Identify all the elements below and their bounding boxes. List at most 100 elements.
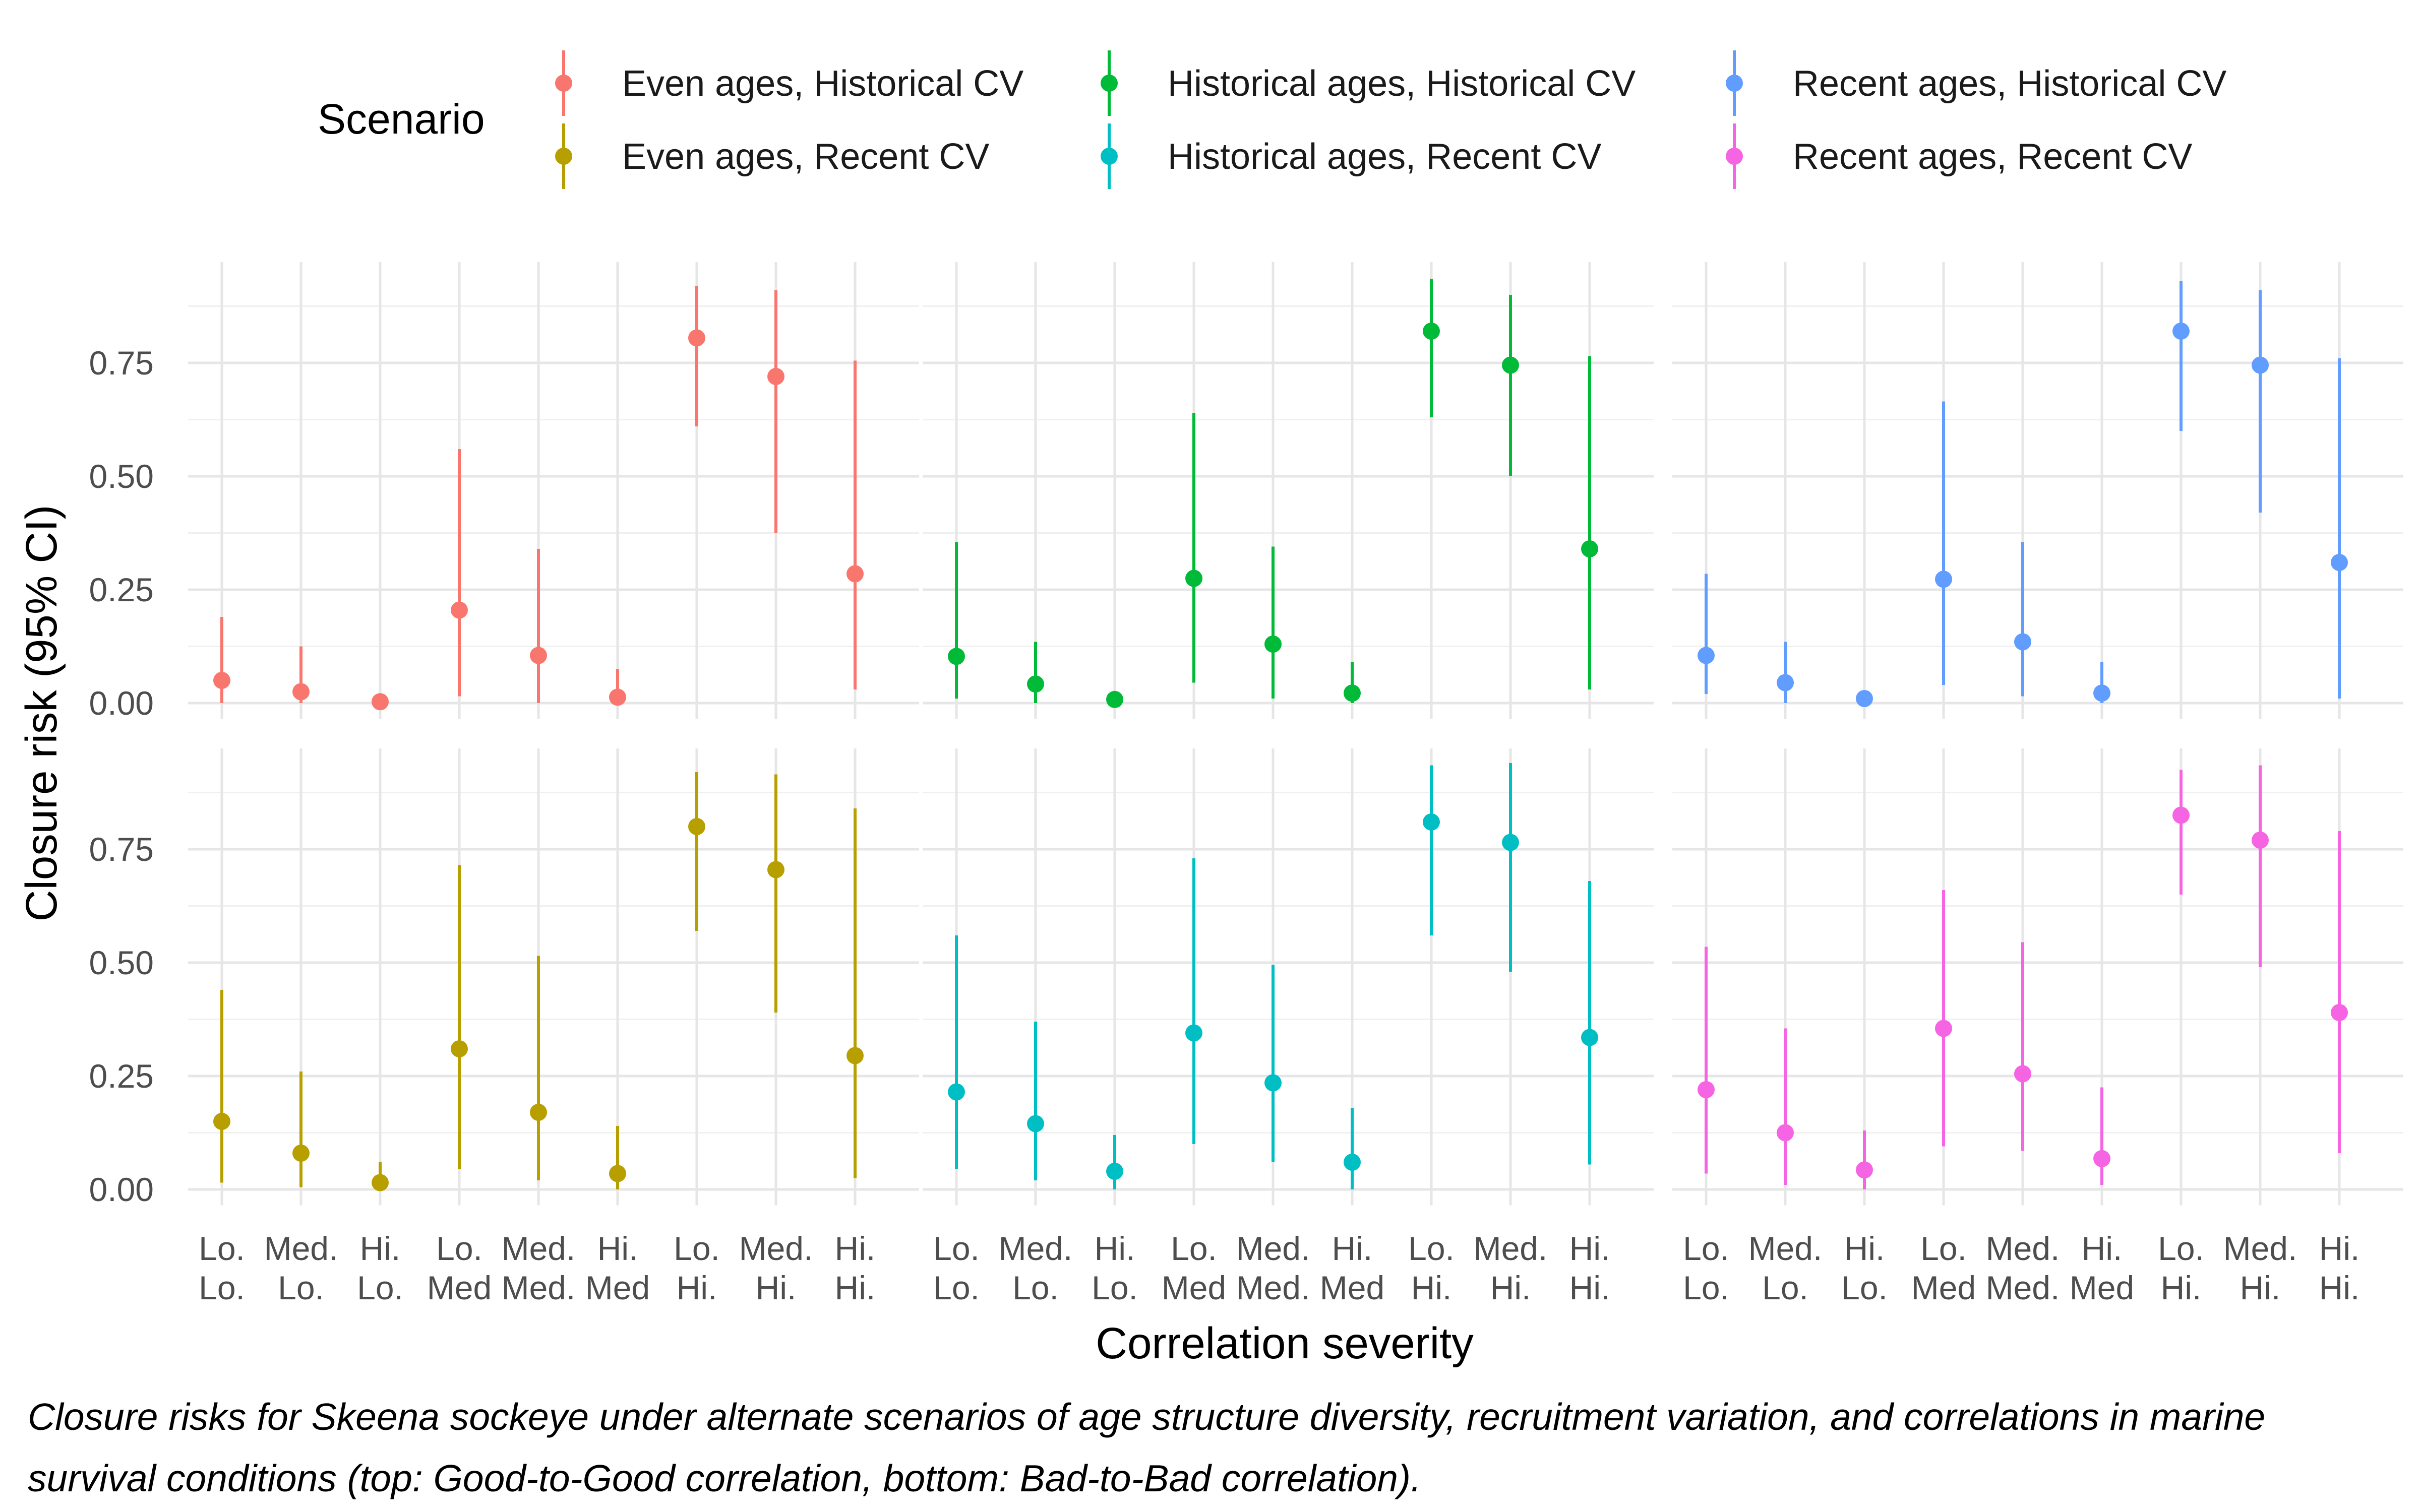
data-point (292, 683, 310, 701)
x-tick-label: Med. (264, 1230, 338, 1267)
legend-label: Recent ages, Historical CV (1793, 64, 2226, 104)
facet-panel (188, 748, 919, 1206)
data-point (948, 1083, 965, 1101)
legend-label: Even ages, Recent CV (622, 137, 989, 177)
x-tick-label: Lo. (199, 1230, 245, 1267)
x-axis-ticks: Lo.Lo.Med.Lo.Hi.Lo.Lo.MedMed.Med.Hi.MedL… (199, 1230, 2360, 1306)
data-point (767, 861, 784, 878)
data-point (1581, 540, 1598, 557)
y-tick-label: 0.00 (89, 684, 154, 722)
data-point (1185, 1024, 1202, 1042)
legend-key-point (1726, 148, 1743, 165)
x-tick-label: Lo. (357, 1269, 403, 1306)
data-point (1344, 684, 1361, 702)
data-point (1027, 675, 1044, 693)
data-point (2172, 806, 2190, 824)
x-tick-label: Hi. (1095, 1230, 1135, 1267)
data-point (1777, 1124, 1794, 1142)
x-tick-label: Med. (1474, 1230, 1548, 1267)
data-point (213, 1113, 230, 1130)
data-point (292, 1145, 310, 1162)
y-tick-label: 0.75 (89, 344, 154, 382)
data-point (1698, 1081, 1715, 1098)
legend-key-point (1101, 75, 1118, 92)
x-tick-label: Med (2070, 1269, 2134, 1306)
x-tick-label: Lo. (933, 1230, 980, 1267)
data-point (2172, 323, 2190, 340)
data-point (372, 1174, 389, 1191)
x-tick-label: Hi. (835, 1269, 876, 1306)
legend: Scenario Even ages, Historical CV Even ag… (318, 50, 2226, 189)
legend-label: Historical ages, Historical CV (1168, 64, 1636, 104)
x-tick-label: Hi. (360, 1230, 401, 1267)
data-point (451, 1040, 468, 1057)
data-point (1581, 1029, 1598, 1046)
data-point (372, 693, 389, 711)
x-tick-label: Hi. (2319, 1269, 2360, 1306)
data-point (451, 601, 468, 619)
data-point (846, 1047, 864, 1064)
y-tick-label: 0.75 (89, 831, 154, 868)
x-tick-label: Lo. (1171, 1230, 1217, 1267)
data-point (213, 672, 230, 689)
legend-key-point (1726, 75, 1743, 92)
data-point (1027, 1115, 1044, 1132)
data-point (2014, 1065, 2031, 1083)
x-tick-label: Lo. (1841, 1269, 1888, 1306)
data-point (948, 648, 965, 665)
y-tick-label: 0.50 (89, 944, 154, 981)
x-tick-label: Hi. (1332, 1230, 1373, 1267)
data-point (1423, 323, 1440, 340)
data-point (530, 647, 547, 664)
facet-panel (923, 262, 1654, 719)
x-tick-label: Med. (1236, 1269, 1310, 1306)
x-tick-label: Med. (1748, 1230, 1823, 1267)
data-point (1856, 690, 1873, 707)
x-tick-label: Lo. (1683, 1230, 1729, 1267)
data-point (767, 368, 784, 385)
data-point (1423, 813, 1440, 831)
data-point (2252, 832, 2269, 849)
legend-label: Historical ages, Recent CV (1168, 137, 1601, 177)
facet-panel (188, 262, 919, 719)
x-tick-label: Med. (1236, 1230, 1310, 1267)
x-tick-label: Med. (502, 1269, 576, 1306)
y-tick-label: 0.50 (89, 458, 154, 495)
x-tick-label: Lo. (2158, 1230, 2204, 1267)
x-tick-label: Med (1162, 1269, 1226, 1306)
data-point (1264, 1074, 1282, 1092)
x-tick-label: Med. (502, 1230, 576, 1267)
x-tick-label: Med. (739, 1230, 813, 1267)
x-tick-label: Hi. (756, 1269, 797, 1306)
x-tick-label: Hi. (1411, 1269, 1452, 1306)
x-tick-label: Lo. (1683, 1269, 1729, 1306)
legend-title: Scenario (318, 95, 485, 143)
facet-panel (1672, 748, 2403, 1206)
x-tick-label: Hi. (1569, 1230, 1610, 1267)
data-point (2093, 1150, 2110, 1167)
data-point (530, 1104, 547, 1121)
x-tick-label: Lo. (199, 1269, 245, 1306)
data-point (1344, 1154, 1361, 1171)
legend-key-point (555, 75, 572, 92)
data-point (1777, 674, 1794, 691)
data-point (1106, 690, 1123, 708)
x-tick-label: Lo. (1408, 1230, 1455, 1267)
y-axis-title: Closure risk (95% CI) (17, 505, 66, 922)
legend-key-point (1101, 148, 1118, 165)
x-tick-label: Lo. (278, 1269, 324, 1306)
facet-panel (923, 748, 1654, 1206)
y-tick-label: 0.00 (89, 1171, 154, 1208)
data-point (2331, 554, 2348, 571)
x-tick-label: Lo. (1762, 1269, 1808, 1306)
data-point (1856, 1161, 1873, 1179)
x-tick-label: Hi. (677, 1269, 717, 1306)
facet-panel (1672, 262, 2403, 719)
x-tick-label: Lo. (436, 1230, 482, 1267)
figure-caption: Closure risks for Skeena sockeye under a… (28, 1396, 2266, 1499)
data-point (1185, 570, 1202, 587)
data-point (609, 688, 626, 706)
x-tick-label: Hi. (835, 1230, 876, 1267)
data-point (2331, 1004, 2348, 1021)
